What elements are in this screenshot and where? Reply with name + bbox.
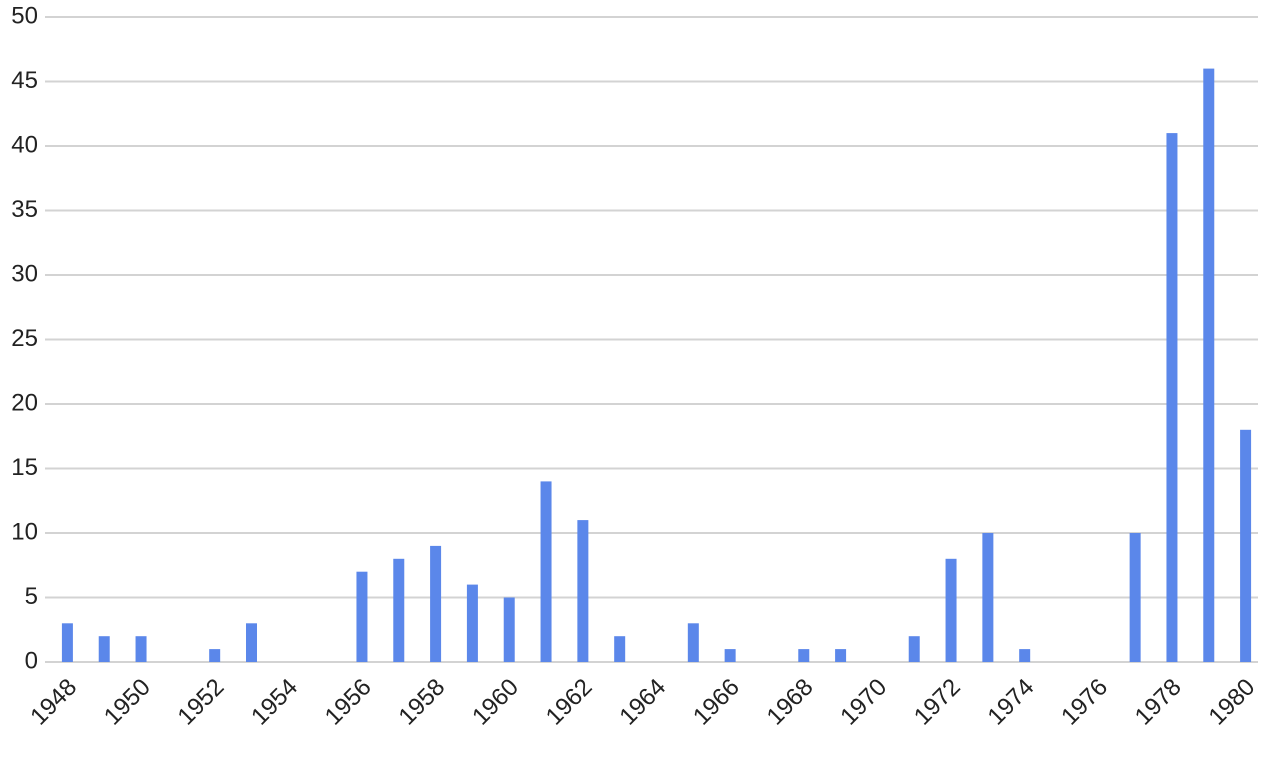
bar <box>209 649 221 662</box>
x-tick-label: 1948 <box>25 674 82 731</box>
bar <box>98 636 110 662</box>
x-tick-label: 1974 <box>983 674 1040 731</box>
bar <box>356 571 368 662</box>
y-tick-label: 15 <box>11 454 38 481</box>
bar <box>724 649 736 662</box>
bar <box>393 558 405 662</box>
bar <box>466 584 478 662</box>
bar <box>1166 133 1178 663</box>
y-tick-label: 50 <box>11 2 38 29</box>
bar <box>945 558 957 662</box>
x-tick-label: 1962 <box>541 674 598 731</box>
y-tick-label: 20 <box>11 389 38 416</box>
x-tick-label: 1952 <box>173 674 230 731</box>
y-tick-label: 35 <box>11 196 38 223</box>
bar <box>1203 68 1215 663</box>
y-tick-label: 45 <box>11 67 38 94</box>
bar <box>1129 533 1141 662</box>
y-tick-label: 10 <box>11 518 38 545</box>
bar <box>135 636 147 662</box>
bar <box>908 636 920 662</box>
bar <box>835 649 847 662</box>
x-tick-label: 1950 <box>99 674 156 731</box>
x-tick-label: 1972 <box>909 674 966 731</box>
x-tick-label: 1968 <box>762 674 819 731</box>
x-tick-label: 1958 <box>393 674 450 731</box>
x-tick-label: 1970 <box>835 674 892 731</box>
bar <box>798 649 810 662</box>
y-tick-label: 40 <box>11 131 38 158</box>
bar <box>540 481 552 662</box>
bar <box>503 597 515 662</box>
bar <box>430 545 442 662</box>
bar <box>982 533 994 662</box>
bar <box>687 623 699 662</box>
bar <box>1240 429 1252 662</box>
bar <box>614 636 626 662</box>
bar <box>246 623 257 662</box>
bar <box>1019 649 1031 662</box>
x-tick-label: 1954 <box>246 674 303 731</box>
x-tick-label: 1966 <box>688 674 745 731</box>
y-tick-label: 25 <box>11 325 38 352</box>
x-tick-label: 1960 <box>467 674 524 731</box>
bar <box>61 623 73 662</box>
y-tick-label: 5 <box>25 583 38 610</box>
x-tick-label: 1976 <box>1056 674 1113 731</box>
x-tick-label: 1964 <box>614 674 671 731</box>
y-tick-label: 0 <box>25 647 38 674</box>
x-tick-label: 1956 <box>320 674 377 731</box>
y-tick-label: 30 <box>11 260 38 287</box>
bar <box>577 520 589 662</box>
x-tick-label: 1978 <box>1130 674 1187 731</box>
x-tick-label: 1980 <box>1203 674 1260 731</box>
